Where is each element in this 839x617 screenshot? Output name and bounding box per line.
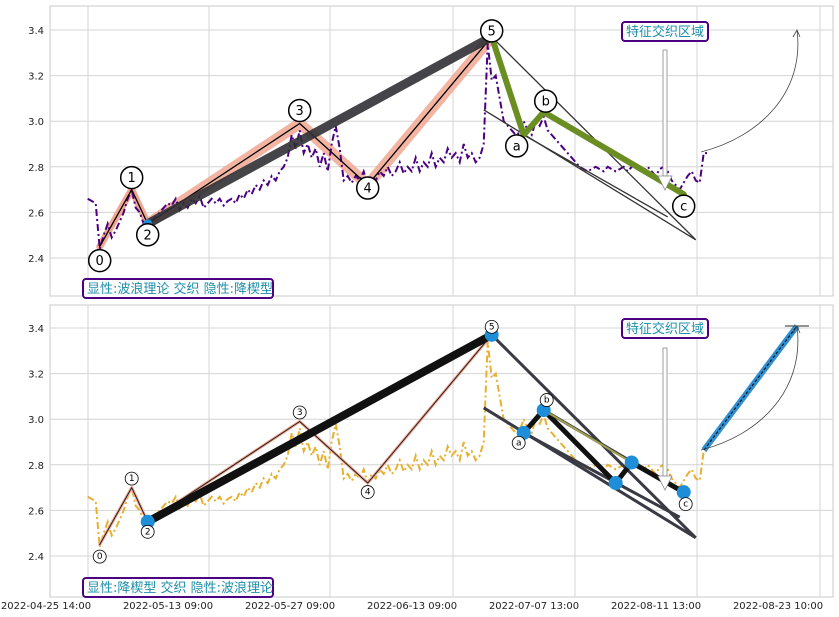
wave-label-4: 4 [364, 182, 372, 197]
annotation-text: 显性:降楔型 交织 隐性:波浪理论 [87, 580, 273, 596]
bottom-panel: 3.4 3.2 3.0 2.8 2.6 2.4 2022-04-25 14:00 2022-0… [1, 304, 834, 612]
wave-label-c-circle [671, 194, 696, 218]
wave-label-2: 2 [144, 228, 152, 243]
y-tick-label: 2.8 [28, 461, 44, 472]
x-tick-label: 2022-05-27 09:00 [245, 601, 335, 612]
region-label: 特征交织区域 [626, 321, 704, 337]
wave-label-b: b [542, 95, 550, 110]
region-label-box [621, 21, 709, 42]
wave-label-0: 0 [96, 254, 104, 269]
wave-label-2-circle [140, 524, 155, 539]
wave-line [99, 36, 493, 248]
wave-label-a-circle [511, 435, 526, 450]
x-tick-label: 2022-08-23 10:00 [733, 601, 823, 612]
wave-label-4-circle [360, 485, 375, 499]
annotation-text: 显性:波浪理论 交织 隐性:降楔型 [87, 281, 273, 297]
y-tick-label: 3.0 [28, 415, 44, 426]
projection-arrow-head [792, 325, 801, 334]
bottom-plot-area [49, 304, 834, 598]
wave-line [99, 334, 493, 546]
bottom-grid [50, 305, 833, 597]
projection-arrow [700, 325, 799, 451]
wave-label-2-circle [135, 223, 160, 247]
wave-label-1-circle [119, 165, 144, 190]
projection-arrow [700, 29, 799, 153]
wave-label-1-circle [124, 471, 139, 486]
x-tick-label: 2022-08-11 13:00 [611, 601, 701, 612]
wave-label-c: c [683, 500, 688, 510]
x-tick-label: 2022-07-07 13:00 [489, 601, 579, 612]
x-tick-label: 2022-06-13 09:00 [367, 601, 457, 612]
projection-line [703, 325, 798, 451]
y-tick-label: 3.2 [28, 370, 44, 381]
wave-label-a-circle [504, 134, 529, 158]
region-label: 特征交织区域 [626, 24, 704, 40]
wave-label-0-circle [87, 248, 112, 273]
wave-label-4-circle [355, 176, 380, 200]
wave-label-0: 0 [97, 552, 103, 562]
wave-label-3-circle [287, 98, 312, 123]
wave-label-5-circle [484, 319, 499, 334]
y-tick-label: 2.4 [28, 254, 44, 265]
region-label-box [621, 318, 709, 339]
annotation-box [82, 577, 274, 598]
wedge-point-dot [608, 476, 623, 491]
y-tick-label: 2.8 [28, 163, 44, 174]
wave-label-5: 5 [488, 24, 496, 39]
top-plot-area [49, 5, 834, 297]
y-tick-label: 2.6 [28, 506, 44, 517]
x-tick-label: 2022-05-13 09:00 [123, 601, 213, 612]
region-arrow-head [657, 175, 673, 191]
wave-label-b-circle [533, 89, 558, 113]
projection-arrow-head [792, 29, 801, 38]
y-tick-label: 3.4 [28, 26, 44, 37]
wave-label-3: 3 [296, 104, 304, 119]
wave-label-3: 3 [297, 408, 303, 418]
wave-label-b-circle [539, 393, 554, 407]
wave-label-a: a [513, 139, 521, 154]
y-tick-label: 2.4 [28, 552, 44, 563]
wedge-lower-line [483, 109, 697, 241]
y-tick-label: 2.6 [28, 208, 44, 219]
wedge-point-dot [624, 455, 639, 470]
wave-label-2: 2 [145, 527, 151, 537]
wedge-point-dot [140, 514, 155, 529]
wave-label-a: a [516, 438, 522, 448]
region-arrow-shaft [662, 49, 668, 177]
wedge-upper-line [490, 333, 697, 539]
y-tick-label: 3.0 [28, 117, 44, 128]
wave-trend-2-5 [143, 32, 497, 229]
wedge-point-dot [676, 485, 691, 500]
wedge-mid-line [523, 134, 669, 218]
wave-label-1: 1 [128, 171, 136, 186]
wedge-accent-line [543, 409, 633, 464]
wave-label-c-circle [678, 497, 693, 512]
wedge-mid-line [522, 431, 681, 519]
wave-label-5-circle [479, 19, 504, 43]
y-tick-label: 3.4 [28, 324, 44, 335]
wave-label-1: 1 [129, 474, 135, 484]
top-panel: 3.4 3.2 3.0 2.8 2.6 2.4 0 1 2 3 4 5 a b c 特征交织区域显性:波浪理论… [28, 5, 834, 299]
wave-label-b: b [544, 396, 550, 406]
top-grid [50, 6, 833, 296]
region-arrow-shaft [662, 347, 668, 477]
wave-label-0-circle [92, 549, 107, 564]
wave-label-5: 5 [489, 322, 495, 332]
x-tick-label: 2022-04-25 14:00 [1, 601, 91, 612]
wave-label-c: c [680, 200, 687, 215]
y-tick-label: 3.2 [28, 72, 44, 83]
wave-label-4: 4 [365, 488, 371, 498]
annotation-box [82, 278, 274, 299]
wave-label-3-circle [292, 405, 307, 420]
region-arrow-head [657, 475, 673, 491]
wedge-trend-2-5 [143, 330, 496, 526]
wave-abc-line [488, 33, 687, 198]
